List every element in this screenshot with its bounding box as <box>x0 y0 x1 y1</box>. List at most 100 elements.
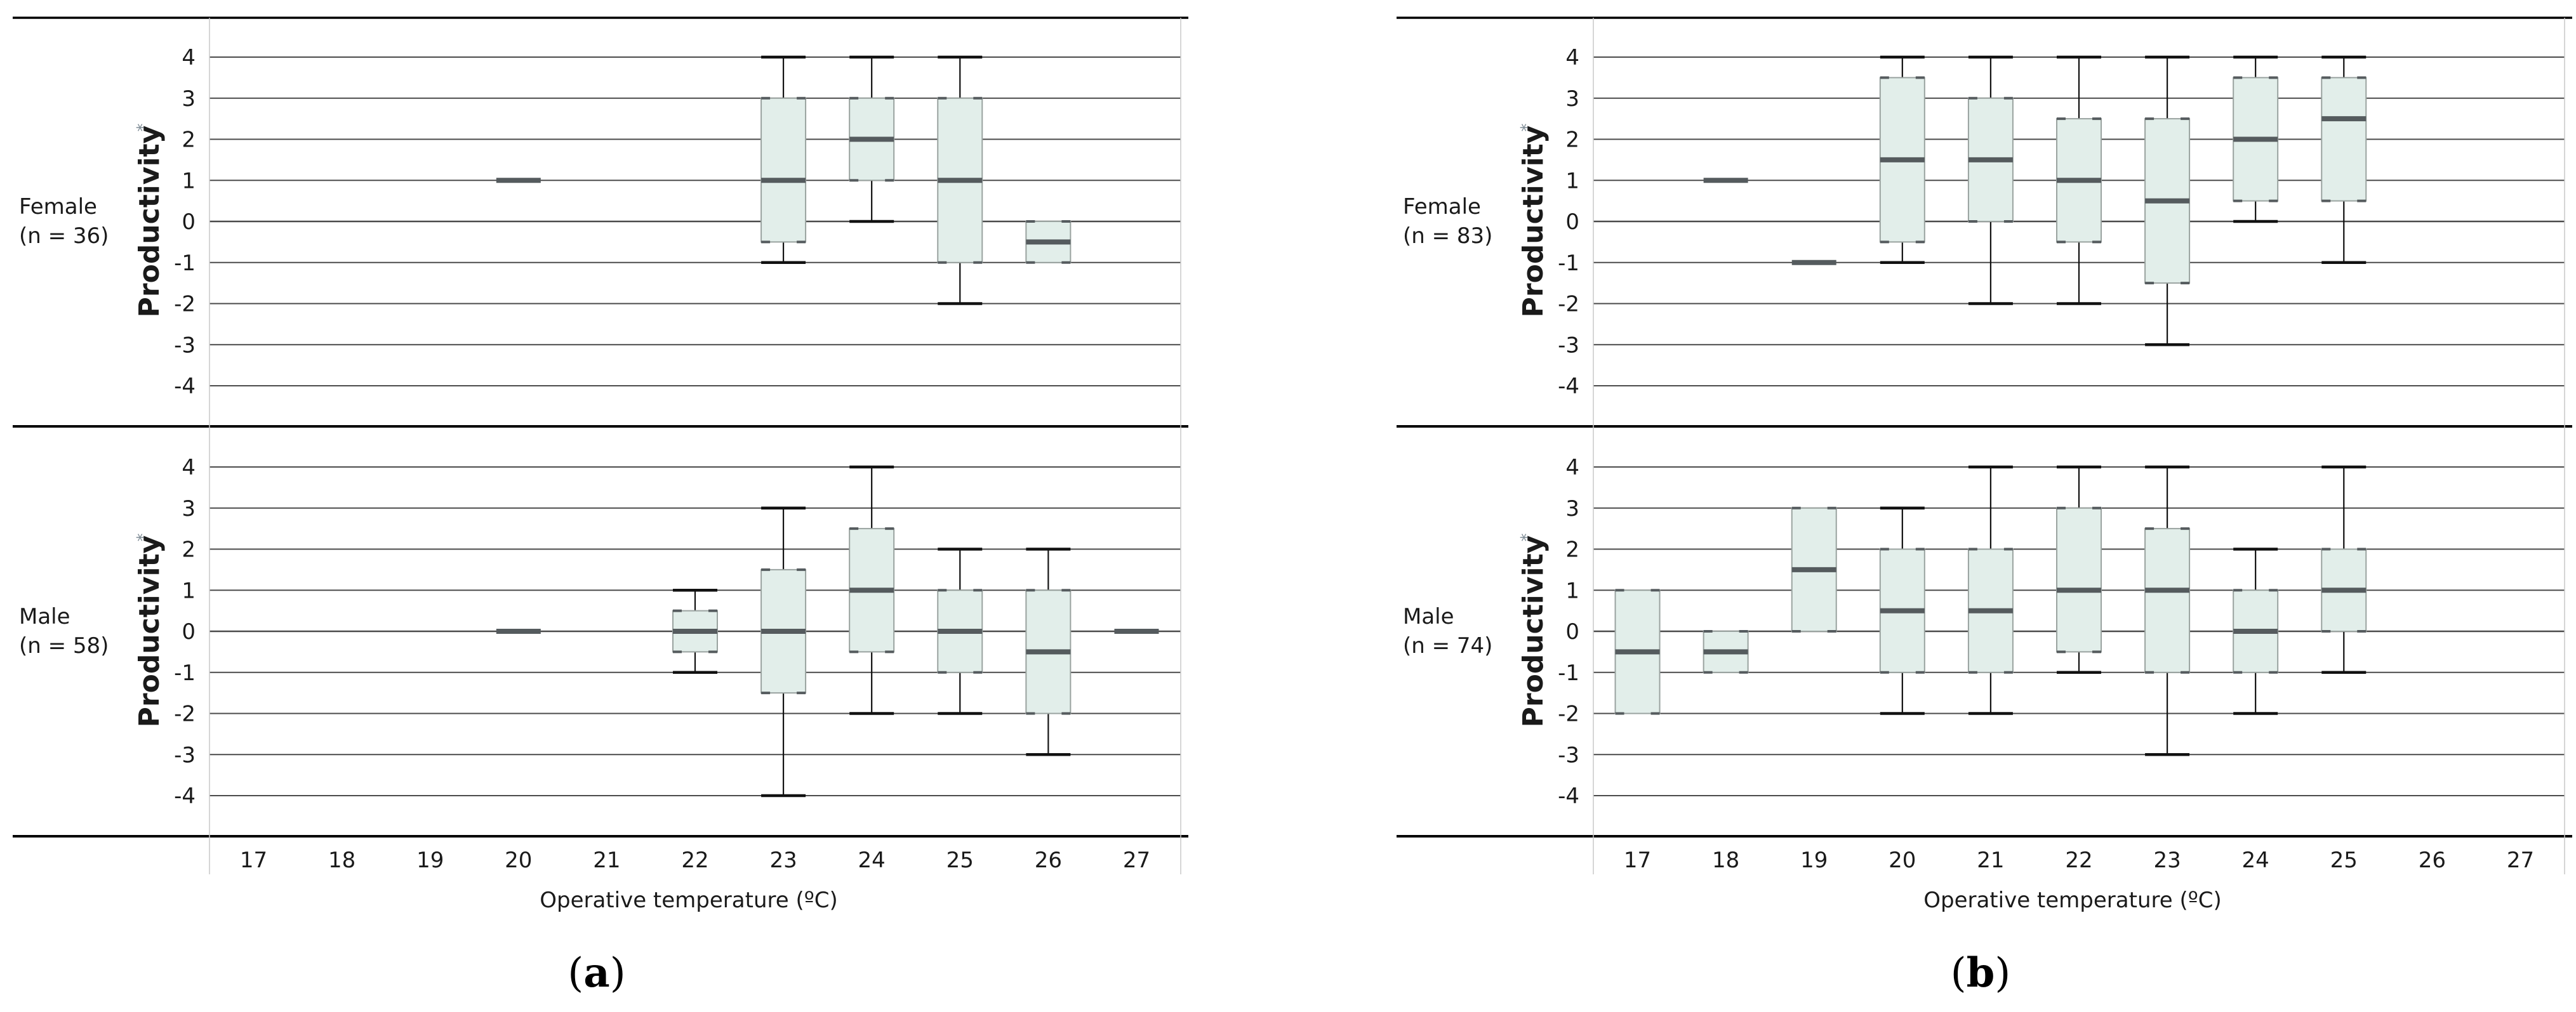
box-female-24 <box>2233 55 2279 223</box>
box-body <box>2056 507 2102 653</box>
y-tick-label: 3 <box>182 496 196 522</box>
x-tick-label: 27 <box>2507 848 2534 873</box>
y-tick-label: 1 <box>1565 578 1579 603</box>
panel-frame <box>13 16 1188 874</box>
x-tick-label: 22 <box>2065 848 2092 873</box>
y-tick-label: 1 <box>1565 168 1579 194</box>
box-female-22 <box>2056 55 2102 305</box>
group-name-label: Female <box>19 194 97 220</box>
box-male-19 <box>1791 506 1837 633</box>
box-male-24 <box>849 465 895 715</box>
y-axis-title: Productivity <box>133 126 166 318</box>
x-tick-label: 24 <box>2242 848 2269 873</box>
x-tick-label: 18 <box>1712 848 1739 873</box>
box-body <box>2144 528 2191 673</box>
group-male: 4 3 2 1 0 -1 -2 -3 -4 Productivity* Male (n = 74) <box>1403 455 2565 809</box>
y-tick-label: 2 <box>1565 128 1579 153</box>
box-male-18 <box>1703 630 1749 674</box>
y-tick-label: 1 <box>182 578 196 603</box>
group-female: 4 3 2 1 0 -1 -2 -3 -4 Productivity* Female (n = 36) <box>19 45 1181 399</box>
panel-frame <box>1397 16 2572 874</box>
box-female-24 <box>849 55 895 223</box>
y-axis-mark: * <box>134 534 153 542</box>
y-tick-label: -1 <box>174 251 196 276</box>
y-axis-mark: * <box>134 124 153 132</box>
y-tick-label: 4 <box>1565 45 1579 70</box>
x-tick-label: 24 <box>858 848 886 873</box>
box-female-23 <box>2144 55 2191 346</box>
box-male-23 <box>760 506 807 798</box>
y-tick-label: 0 <box>1565 209 1579 235</box>
x-tick-label: 22 <box>681 848 708 873</box>
x-tick-label: 23 <box>2153 848 2181 873</box>
group-name-label: Male <box>1403 604 1454 629</box>
y-tick-label: 2 <box>182 537 196 563</box>
group-n-label: (n = 74) <box>1403 633 1492 659</box>
y-axis-mark: * <box>1518 534 1537 542</box>
y-tick-label: 2 <box>1565 537 1579 563</box>
box-body <box>2321 77 2367 202</box>
y-tick-label: -2 <box>1558 702 1579 727</box>
x-tick-label: 17 <box>240 848 267 873</box>
box-female-26 <box>1025 220 1072 264</box>
box-male-21 <box>1967 465 2014 715</box>
y-tick-label: 4 <box>182 455 196 480</box>
box-female-25 <box>937 55 983 305</box>
box-female-20 <box>1879 55 1925 264</box>
x-tick-label: 25 <box>2330 848 2358 873</box>
y-tick-label: -2 <box>174 702 196 727</box>
y-tick-label: -4 <box>174 784 196 809</box>
box-male-20 <box>1879 506 1925 715</box>
x-tick-label: 18 <box>328 848 355 873</box>
box-male-24 <box>2233 548 2279 715</box>
y-tick-label: -2 <box>1558 292 1579 317</box>
y-tick-label: -3 <box>1558 742 1579 768</box>
x-tick-label: 25 <box>946 848 974 873</box>
y-tick-label: 1 <box>182 168 196 194</box>
group-female: 4 3 2 1 0 -1 -2 -3 -4 Productivity* Female (n = 83) <box>1403 45 2565 399</box>
group-male: 4 3 2 1 0 -1 -2 -3 -4 Productivity* Male (n = 58) <box>19 455 1181 809</box>
y-tick-label: 3 <box>182 86 196 112</box>
box-male-17 <box>1614 589 1661 715</box>
x-tick-label: 21 <box>593 848 620 873</box>
y-tick-label: -1 <box>174 660 196 686</box>
group-n-label: (n = 58) <box>19 633 109 659</box>
y-tick-label: 4 <box>1565 455 1579 480</box>
panel-label: (b) <box>1951 949 2011 997</box>
x-tick-label: 20 <box>505 848 532 873</box>
y-tick-label: -4 <box>1558 784 1579 809</box>
box-male-25 <box>2321 465 2367 674</box>
x-tick-label: 17 <box>1624 848 1651 873</box>
y-tick-label: 0 <box>182 209 196 235</box>
y-tick-label: -1 <box>1558 251 1579 276</box>
y-axis-title: Productivity <box>1517 536 1550 728</box>
x-tick-label: 19 <box>1800 848 1828 873</box>
y-tick-label: 4 <box>182 45 196 70</box>
y-tick-label: -3 <box>174 332 196 358</box>
y-tick-label: 0 <box>1565 619 1579 645</box>
y-tick-label: 3 <box>1565 496 1579 522</box>
y-axis-title: Productivity <box>1517 126 1550 318</box>
x-axis-title: Operative temperature (ºC) <box>540 888 838 913</box>
box-male-22 <box>672 589 718 674</box>
x-tick-label: 19 <box>416 848 444 873</box>
box-body <box>760 97 807 243</box>
x-tick-label: 26 <box>1035 848 1062 873</box>
y-tick-label: -2 <box>174 292 196 317</box>
y-tick-label: 2 <box>182 128 196 153</box>
x-axis-title: Operative temperature (ºC) <box>1923 888 2222 913</box>
y-tick-label: -4 <box>1558 374 1579 399</box>
group-n-label: (n = 36) <box>19 223 109 249</box>
y-axis-title: Productivity <box>133 536 166 728</box>
y-tick-label: 3 <box>1565 86 1579 112</box>
x-tick-label: 26 <box>2419 848 2446 873</box>
y-tick-label: -4 <box>174 374 196 399</box>
x-tick-label: 23 <box>769 848 797 873</box>
y-tick-label: -1 <box>1558 660 1579 686</box>
panel-label: (a) <box>568 949 625 997</box>
y-tick-label: 0 <box>182 619 196 645</box>
box-female-21 <box>1967 55 2014 305</box>
box-female-23 <box>760 55 807 264</box>
